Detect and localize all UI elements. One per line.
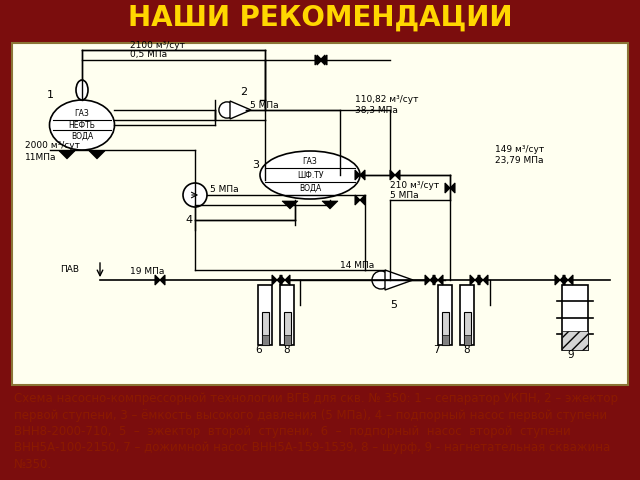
Polygon shape <box>282 201 298 209</box>
Text: 2000 м³/сут: 2000 м³/сут <box>25 141 80 149</box>
Text: ШФ.ТУ: ШФ.ТУ <box>297 170 323 180</box>
Text: 11МПа: 11МПа <box>25 153 56 161</box>
Text: ВОДА: ВОДА <box>71 132 93 141</box>
Polygon shape <box>563 275 573 285</box>
Text: 38,3 МПа: 38,3 МПа <box>355 106 398 115</box>
Text: ВОДА: ВОДА <box>299 184 321 193</box>
Polygon shape <box>355 170 365 180</box>
Polygon shape <box>272 275 282 285</box>
Text: ВНН8-2000-710,  5  –  эжектор  второй  ступени,  6  –  подпорный  насос  второй : ВНН8-2000-710, 5 – эжектор второй ступен… <box>14 425 571 438</box>
Bar <box>12 43 628 385</box>
Text: 7: 7 <box>433 345 440 355</box>
Text: 9: 9 <box>567 350 573 360</box>
Text: 5 МПа: 5 МПа <box>390 192 419 201</box>
Text: ГАЗ: ГАЗ <box>303 157 317 166</box>
Text: 3: 3 <box>252 160 259 170</box>
Bar <box>284 335 291 345</box>
Polygon shape <box>59 151 75 159</box>
Text: 2100 м³/сут: 2100 м³/сут <box>130 40 185 49</box>
Polygon shape <box>315 55 325 65</box>
Text: НАШИ РЕКОМЕНДАЦИИ: НАШИ РЕКОМЕНДАЦИИ <box>128 4 512 32</box>
Text: 1: 1 <box>47 90 54 100</box>
Bar <box>438 285 452 345</box>
Text: 14 МПа: 14 МПа <box>340 261 374 269</box>
Text: 5 МПа: 5 МПа <box>210 185 239 194</box>
Polygon shape <box>555 275 565 285</box>
Bar <box>262 312 269 345</box>
Ellipse shape <box>260 151 360 199</box>
Text: Схема насосно-компрессорной технологии ВГВ для скв. № 350: 1 – сепаратор УКПН, 2: Схема насосно-компрессорной технологии В… <box>14 392 618 405</box>
Polygon shape <box>230 101 251 119</box>
Text: 210 м³/сут: 210 м³/сут <box>390 180 439 190</box>
Bar <box>463 312 470 345</box>
Text: первой ступени, 3 – ёмкость высокого давления (5 МПа), 4 – подпорный насос перво: первой ступени, 3 – ёмкость высокого дав… <box>14 408 607 421</box>
Bar <box>463 335 470 345</box>
Text: 0,5 МПа: 0,5 МПа <box>130 50 167 60</box>
Bar <box>284 312 291 345</box>
Bar <box>460 285 474 345</box>
Polygon shape <box>445 183 455 193</box>
Polygon shape <box>425 275 435 285</box>
Polygon shape <box>433 275 443 285</box>
Text: ПАВ: ПАВ <box>60 265 79 275</box>
Text: №350.: №350. <box>14 458 52 471</box>
Text: 2: 2 <box>240 87 247 97</box>
Text: ВНН5А-100-2150, 7 – дожимной насос ВНН5А-159-1539, 8 – шурф, 9 - нагнетательная : ВНН5А-100-2150, 7 – дожимной насос ВНН5А… <box>14 442 611 455</box>
Polygon shape <box>155 275 165 285</box>
Bar <box>442 312 449 345</box>
Polygon shape <box>317 55 327 65</box>
Text: 19 МПа: 19 МПа <box>130 267 164 276</box>
Bar <box>258 285 272 345</box>
Text: 110,82 м³/сут: 110,82 м³/сут <box>355 96 419 105</box>
Polygon shape <box>322 201 338 209</box>
Circle shape <box>372 271 390 289</box>
Text: 6: 6 <box>255 345 262 355</box>
Bar <box>562 331 588 350</box>
Circle shape <box>183 183 207 207</box>
Polygon shape <box>89 151 105 159</box>
Text: 4: 4 <box>185 215 192 225</box>
Polygon shape <box>385 270 413 290</box>
Bar <box>280 285 294 345</box>
Bar <box>262 335 269 345</box>
Polygon shape <box>478 275 488 285</box>
Text: 8: 8 <box>283 345 290 355</box>
Polygon shape <box>390 170 400 180</box>
Text: 8: 8 <box>463 345 470 355</box>
Bar <box>442 335 449 345</box>
Text: ГАЗ: ГАЗ <box>75 109 90 119</box>
Polygon shape <box>280 275 290 285</box>
Bar <box>562 285 588 350</box>
Text: НЕФТЬ: НЕФТЬ <box>68 120 95 130</box>
Ellipse shape <box>76 80 88 100</box>
Circle shape <box>219 102 235 118</box>
Polygon shape <box>355 195 365 205</box>
Text: 149 м³/сут: 149 м³/сут <box>495 145 544 155</box>
Text: 5: 5 <box>390 300 397 310</box>
Text: 23,79 МПа: 23,79 МПа <box>495 156 543 166</box>
Text: 5 МПа: 5 МПа <box>250 100 278 109</box>
Ellipse shape <box>49 100 115 150</box>
Polygon shape <box>470 275 480 285</box>
